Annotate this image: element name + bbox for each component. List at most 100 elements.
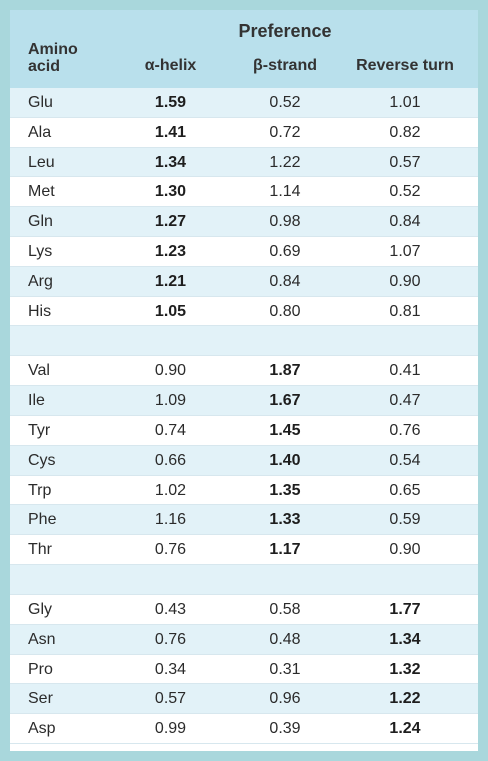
alpha-helix-cell: 0.76 (154, 541, 187, 559)
reverse-turn-cell: 0.57 (389, 153, 421, 171)
reverse-turn-cell: 1.77 (389, 600, 421, 618)
reverse-turn-cell: 0.54 (389, 451, 421, 469)
alpha-helix-cell: 1.02 (154, 481, 187, 499)
beta-strand-cell: 0.52 (269, 94, 301, 111)
table-row: Trp 1.02 1.35 0.65 (10, 476, 478, 506)
reverse-turn-cell: 1.01 (389, 94, 421, 111)
beta-strand-cell: 1.22 (269, 153, 301, 171)
reverse-turn-cell: 0.81 (389, 302, 421, 320)
amino-acid-column-heading: Amino acid (28, 41, 108, 75)
amino-acid-cell: Asn (28, 630, 56, 648)
amino-acid-cell: Trp (28, 481, 52, 499)
alpha-helix-cell: 1.30 (154, 183, 187, 201)
alpha-helix-cell: 1.23 (154, 242, 187, 260)
table-frame: Preference Amino acid α-helix β-strand R… (10, 10, 478, 751)
alpha-helix-cell: 1.27 (154, 213, 187, 231)
table-row: Gly 0.43 0.58 1.77 (10, 595, 478, 625)
alpha-helix-cell: 1.09 (154, 392, 187, 410)
amino-acid-cell: Gly (28, 600, 52, 618)
alpha-helix-cell: 1.16 (154, 511, 187, 529)
amino-acid-cell: Lys (28, 242, 53, 260)
beta-strand-column-heading: β-strand (253, 57, 317, 74)
table-body: Glu 1.59 0.52 1.01 Ala 1.41 0.72 0.82 Leu 1.34 1.2… (10, 88, 478, 744)
beta-strand-cell: 0.80 (269, 302, 301, 320)
reverse-turn-cell: 0.47 (389, 392, 421, 410)
reverse-turn-cell: 1.34 (389, 630, 421, 648)
beta-strand-cell: 1.14 (269, 183, 301, 201)
amino-acid-cell: Pro (28, 660, 53, 678)
beta-strand-cell: 0.39 (269, 720, 301, 738)
amino-acid-cell: Thr (28, 541, 52, 559)
beta-strand-cell: 1.35 (269, 481, 301, 499)
table-row: Ile 1.09 1.67 0.47 (10, 386, 478, 416)
reverse-turn-cell: 1.07 (389, 242, 421, 260)
alpha-helix-cell: 1.34 (154, 153, 187, 171)
reverse-turn-cell: 0.41 (389, 362, 421, 380)
reverse-turn-cell: 0.84 (389, 213, 421, 231)
amino-acid-cell: Met (28, 183, 55, 201)
amino-acid-cell: Phe (28, 511, 57, 529)
amino-acid-cell: Asp (28, 720, 56, 738)
group-separator (10, 564, 478, 595)
table-row: Asp 0.99 0.39 1.24 (10, 714, 478, 744)
amino-acid-cell: Val (28, 362, 50, 380)
amino-acid-cell: Ile (28, 392, 45, 410)
amino-acid-cell: Arg (28, 272, 53, 290)
group-separator (10, 326, 478, 357)
alpha-helix-cell: 0.34 (154, 660, 187, 678)
reverse-turn-cell: 0.90 (389, 272, 421, 290)
table-row: Leu 1.34 1.22 0.57 (10, 147, 478, 178)
amino-acid-cell: His (28, 302, 52, 320)
alpha-helix-cell: 0.99 (154, 720, 187, 738)
reverse-turn-cell: 1.32 (389, 660, 421, 678)
table-row: Ala 1.41 0.72 0.82 (10, 118, 478, 148)
amino-heading-line1: Amino (28, 41, 78, 58)
table-row: Pro 0.34 0.31 1.32 (10, 655, 478, 685)
table-row: Asn 0.76 0.48 1.34 (10, 624, 478, 655)
table-row: Ser 0.57 0.96 1.22 (10, 684, 478, 715)
alpha-helix-cell: 0.76 (154, 630, 187, 648)
beta-strand-cell: 0.84 (269, 272, 301, 290)
amino-acid-cell: Leu (28, 153, 55, 171)
table-row: Glu 1.59 0.52 1.01 (10, 88, 478, 118)
table-row: Tyr 0.74 1.45 0.76 (10, 416, 478, 446)
table-row: Arg 1.21 0.84 0.90 (10, 266, 478, 297)
amino-acid-cell: Cys (28, 451, 56, 469)
table-row: Thr 0.76 1.17 0.90 (10, 535, 478, 565)
beta-strand-cell: 1.87 (269, 362, 301, 380)
beta-strand-cell: 0.69 (269, 242, 301, 260)
beta-strand-cell: 1.45 (269, 421, 301, 439)
beta-strand-cell: 0.58 (269, 600, 301, 618)
reverse-turn-cell: 0.90 (389, 541, 421, 559)
reverse-turn-column-heading: Reverse turn (356, 57, 454, 74)
amino-acid-cell: Ala (28, 123, 52, 141)
beta-strand-cell: 0.72 (269, 123, 301, 141)
table-row: Phe 1.16 1.33 0.59 (10, 505, 478, 536)
beta-strand-cell: 0.98 (269, 213, 301, 231)
alpha-helix-cell: 1.41 (154, 123, 187, 141)
alpha-helix-column-heading: α-helix (144, 57, 197, 74)
beta-strand-cell: 0.96 (269, 690, 301, 708)
reverse-turn-cell: 0.52 (389, 183, 421, 201)
beta-strand-cell: 1.33 (269, 511, 301, 529)
beta-strand-cell: 1.40 (269, 451, 301, 469)
reverse-turn-cell: 1.22 (389, 690, 421, 708)
alpha-helix-cell: 0.90 (154, 362, 187, 380)
alpha-helix-cell: 1.21 (154, 272, 187, 290)
preference-group-heading: Preference (238, 21, 332, 41)
beta-strand-cell: 0.31 (269, 660, 301, 678)
alpha-helix-cell: 1.05 (154, 302, 187, 320)
amino-acid-cell: Gln (28, 213, 53, 231)
reverse-turn-cell: 0.59 (389, 511, 421, 529)
beta-strand-cell: 1.67 (269, 392, 301, 410)
alpha-helix-cell: 0.66 (154, 451, 187, 469)
beta-strand-cell: 0.48 (269, 630, 301, 648)
reverse-turn-cell: 0.65 (389, 481, 421, 499)
alpha-helix-cell: 0.43 (154, 600, 187, 618)
table-row: Met 1.30 1.14 0.52 (10, 177, 478, 207)
alpha-helix-cell: 0.57 (154, 690, 187, 708)
amino-acid-cell: Ser (28, 690, 53, 708)
reverse-turn-cell: 0.82 (389, 123, 421, 141)
amino-acid-cell: Glu (28, 94, 53, 111)
amino-acid-cell: Tyr (28, 421, 51, 439)
